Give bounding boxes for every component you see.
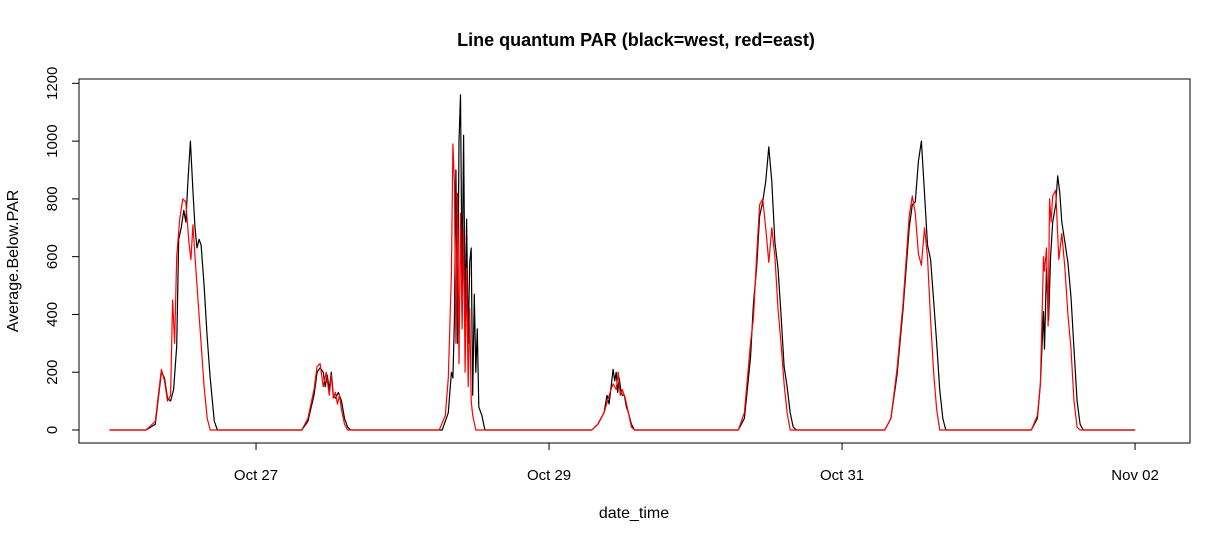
y-axis: 0 200 400 600 800 1000 1200	[44, 67, 80, 434]
y-tick-label: 1200	[44, 67, 61, 100]
y-axis-label: Average.Below.PAR	[5, 190, 22, 333]
series-line-2	[109, 143, 1136, 431]
y-tick-label: 0	[44, 426, 61, 434]
x-axis-label: date_time	[599, 505, 669, 522]
x-tick-label: Nov 02	[1111, 467, 1159, 484]
y-tick-label: 400	[44, 302, 61, 327]
series-layer	[109, 94, 1136, 431]
x-axis: Oct 27 Oct 29 Oct 31 Nov 02	[234, 442, 1159, 484]
y-tick-label: 200	[44, 360, 61, 385]
x-tick-label: Oct 27	[234, 467, 278, 484]
y-tick-label: 1000	[44, 124, 61, 157]
chart-title: Line quantum PAR (black=west, red=east)	[457, 30, 815, 50]
y-tick-label: 800	[44, 186, 61, 211]
x-tick-label: Oct 31	[820, 467, 864, 484]
series-line-1	[109, 94, 1136, 431]
plot-frame	[78, 78, 1191, 444]
x-tick-label: Oct 29	[527, 467, 571, 484]
y-tick-label: 600	[44, 244, 61, 269]
